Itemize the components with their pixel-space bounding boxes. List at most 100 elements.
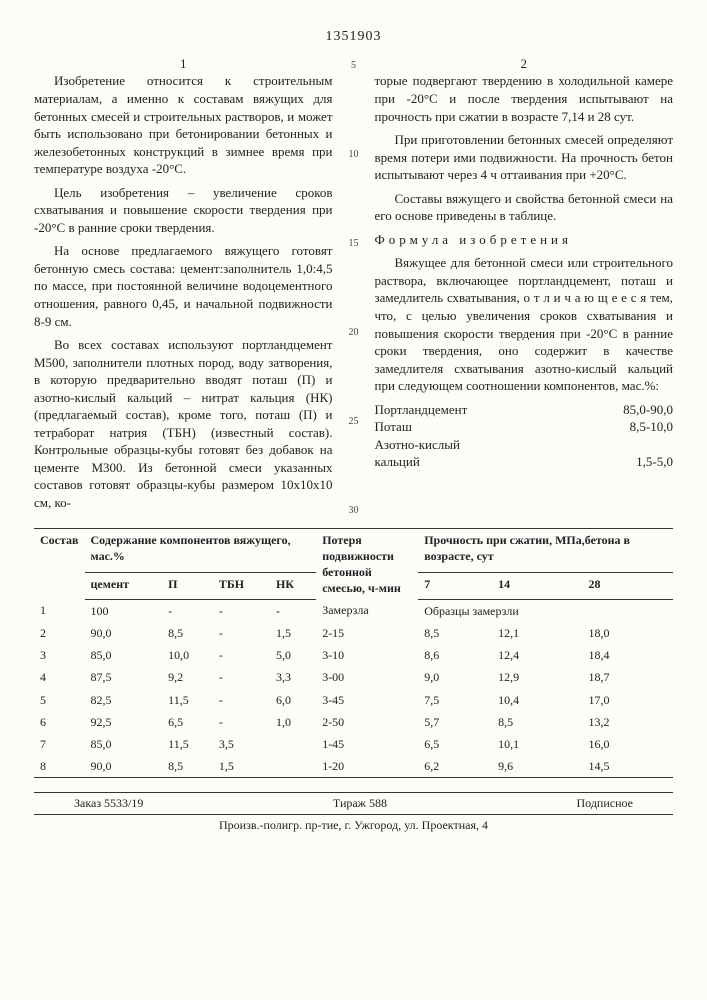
table-cell: 10,1 xyxy=(492,733,582,755)
table-cell: 1 xyxy=(34,599,85,622)
table-cell: - xyxy=(213,711,270,733)
th-28: 28 xyxy=(583,573,673,599)
table-cell: 18,4 xyxy=(583,644,673,666)
table-row: 385,010,0-5,03-108,612,418,4 xyxy=(34,644,673,666)
col-label-right: 2 xyxy=(375,55,674,73)
table-cell: 9,2 xyxy=(162,666,213,688)
table-cell: 10,0 xyxy=(162,644,213,666)
comp-name: кальций xyxy=(375,453,420,471)
left-column: 1 Изобретение относится к строительным м… xyxy=(34,55,333,518)
th-cement: цемент xyxy=(85,573,163,599)
table-cell: - xyxy=(162,599,213,622)
table-row: 582,511,5-6,03-457,510,417,0 xyxy=(34,689,673,711)
table-cell: 90,0 xyxy=(85,755,163,778)
table-cell: - xyxy=(213,622,270,644)
para: Цель изобретения – увеличение сроков схв… xyxy=(34,184,333,237)
ln: 20 xyxy=(349,326,359,340)
comp-val: 85,0-90,0 xyxy=(623,401,673,419)
table-cell: 8,5 xyxy=(162,622,213,644)
table-cell: 18,0 xyxy=(583,622,673,644)
table-row: 1100---ЗамерзлаОбразцы замерзли xyxy=(34,599,673,622)
th-loss: Потеря подвижности бетонной смесью, ч-ми… xyxy=(316,528,418,599)
table-cell: 1,5 xyxy=(270,622,316,644)
table-cell: 7 xyxy=(34,733,85,755)
two-column-body: 1 Изобретение относится к строительным м… xyxy=(34,55,673,518)
ln: 5 xyxy=(351,59,356,73)
th-strength: Прочность при сжатии, МПа,бетона в возра… xyxy=(418,528,673,573)
table-cell: 8,5 xyxy=(162,755,213,778)
table-cell: 11,5 xyxy=(162,689,213,711)
table-cell: 82,5 xyxy=(85,689,163,711)
formula-body: Вяжущее для бетонной смеси или строитель… xyxy=(375,254,674,394)
th-nk: НК xyxy=(270,573,316,599)
ln: 10 xyxy=(349,148,359,162)
table-cell: 2-15 xyxy=(316,622,418,644)
table-row: 290,08,5-1,52-158,512,118,0 xyxy=(34,622,673,644)
table-row: 785,011,53,51-456,510,116,0 xyxy=(34,733,673,755)
table-cell: 8,6 xyxy=(418,644,492,666)
table-row: 890,08,51,51-206,29,614,5 xyxy=(34,755,673,778)
comp-name: Портландцемент xyxy=(375,401,468,419)
table-cell: Замерзла xyxy=(316,599,418,622)
table-cell xyxy=(270,755,316,778)
comp-name: Азотно-кислый xyxy=(375,436,460,454)
formula-title: Формула изобретения xyxy=(375,231,674,249)
right-column: 2 торые подвергают твердению в холодильн… xyxy=(375,55,674,518)
table-cell: 7,5 xyxy=(418,689,492,711)
para: торые подвергают твердению в холодильной… xyxy=(375,72,674,125)
table-cell: 3,3 xyxy=(270,666,316,688)
col-label-left: 1 xyxy=(34,55,333,73)
table-cell: 85,0 xyxy=(85,733,163,755)
table-cell: - xyxy=(270,599,316,622)
patent-number: 1351903 xyxy=(34,28,673,47)
table-row: 487,59,2-3,33-009,012,918,7 xyxy=(34,666,673,688)
ln: 25 xyxy=(349,415,359,429)
footer-podpis: Подписное xyxy=(577,795,634,811)
table-cell: 9,6 xyxy=(492,755,582,778)
para: Изобретение относится к строительным мат… xyxy=(34,72,333,177)
table-cell: 10,4 xyxy=(492,689,582,711)
table-cell: 6,2 xyxy=(418,755,492,778)
footer-zakaz: Заказ 5533/19 xyxy=(74,795,143,811)
comp-name: Поташ xyxy=(375,418,412,436)
data-table: Состав Содержание компонентов вяжущего, … xyxy=(34,528,673,779)
table-cell: 14,5 xyxy=(583,755,673,778)
table-cell: 3-00 xyxy=(316,666,418,688)
table-cell: 3 xyxy=(34,644,85,666)
table-cell: 8,5 xyxy=(418,622,492,644)
table-cell xyxy=(270,733,316,755)
table-cell: 8 xyxy=(34,755,85,778)
line-numbers: 5 10 15 20 25 30 xyxy=(347,55,361,518)
table-cell: 6,5 xyxy=(162,711,213,733)
footer-tirazh: Тираж 588 xyxy=(333,795,387,811)
table-cell: 4 xyxy=(34,666,85,688)
th-tbn: ТБН xyxy=(213,573,270,599)
para: Во всех составах используют портландцеме… xyxy=(34,336,333,511)
table-cell: - xyxy=(213,599,270,622)
table-cell: 1,5 xyxy=(213,755,270,778)
footer-addr: Произв.-полигр. пр-тие, г. Ужгород, ул. … xyxy=(34,815,673,833)
table-cell: 17,0 xyxy=(583,689,673,711)
table-cell: 3,5 xyxy=(213,733,270,755)
th-sostav: Состав xyxy=(34,528,85,599)
comp-val: 8,5-10,0 xyxy=(630,418,673,436)
table-cell: 6 xyxy=(34,711,85,733)
table-cell: 100 xyxy=(85,599,163,622)
table-cell: 12,9 xyxy=(492,666,582,688)
table-cell: 85,0 xyxy=(85,644,163,666)
table-cell: - xyxy=(213,666,270,688)
para: На основе предлагаемого вяжущего готовят… xyxy=(34,242,333,330)
table-cell: 9,0 xyxy=(418,666,492,688)
table-cell: 12,4 xyxy=(492,644,582,666)
table-cell: 5,7 xyxy=(418,711,492,733)
table-cell: 90,0 xyxy=(85,622,163,644)
th-p: П xyxy=(162,573,213,599)
table-cell: 6,0 xyxy=(270,689,316,711)
table-cell: 5 xyxy=(34,689,85,711)
footer: Заказ 5533/19 Тираж 588 Подписное Произв… xyxy=(34,792,673,832)
table-cell: 3-45 xyxy=(316,689,418,711)
table-cell: 8,5 xyxy=(492,711,582,733)
table-cell: 18,7 xyxy=(583,666,673,688)
table-cell: 11,5 xyxy=(162,733,213,755)
table-cell: Образцы замерзли xyxy=(418,599,673,622)
